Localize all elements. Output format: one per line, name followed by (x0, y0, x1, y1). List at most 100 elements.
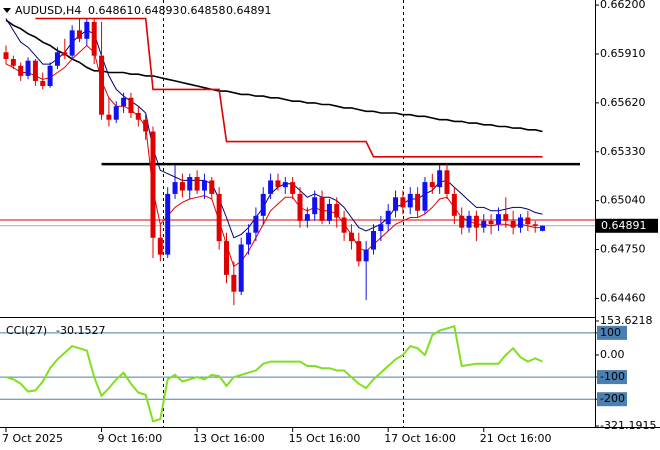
x-tick-label: 15 Oct 16:00 (289, 432, 361, 445)
candle-body (10, 59, 16, 66)
cci-level-box (597, 392, 627, 407)
last-price-label: 0.64891 (601, 219, 647, 232)
candle-body (194, 177, 200, 191)
candle-body (290, 182, 296, 194)
cci-current: -30.1527 (56, 324, 105, 337)
y-tick-label: 0.66200 (600, 0, 646, 11)
x-tick-label: 21 Oct 16:00 (480, 432, 552, 445)
candle-body (165, 193, 171, 255)
candle-body (201, 180, 207, 191)
candle-body (121, 97, 127, 107)
header-value: 0.64861 (88, 4, 134, 17)
candle-body (99, 55, 105, 115)
x-tick-label: 17 Oct 16:00 (384, 432, 456, 445)
candle-body (422, 182, 428, 211)
candle-body (246, 232, 252, 245)
candle-body (407, 193, 413, 208)
candle-body (319, 197, 325, 221)
candle-body (356, 241, 362, 262)
y-tick-label: 0.65040 (600, 194, 646, 207)
candle-body (113, 106, 119, 120)
candle-body (238, 244, 244, 292)
candle-body (415, 193, 421, 211)
candle-body (179, 182, 185, 191)
header-value: 0.64891 (226, 4, 272, 17)
candle-body (18, 65, 24, 76)
candle-body (91, 21, 97, 56)
symbol-marker (3, 8, 11, 13)
cci-y-tick-label: 153.6218 (600, 314, 653, 327)
candle-body (304, 214, 310, 221)
candle-body (128, 97, 134, 113)
candle-body (187, 177, 193, 191)
candle-body (143, 119, 149, 132)
header-value: 0.64893 (134, 4, 180, 17)
candle-body (385, 210, 391, 225)
candle-body (231, 274, 237, 292)
candle-body (135, 112, 141, 120)
candle-body (3, 52, 9, 60)
candle-body (525, 217, 531, 225)
candle-body (451, 193, 457, 216)
candle-body (224, 241, 229, 275)
candle-body (172, 182, 178, 194)
candle-body (393, 197, 399, 211)
candle-body (275, 180, 281, 188)
candle-body (503, 214, 509, 221)
candle-body (54, 52, 60, 66)
x-tick-label: 13 Oct 16:00 (193, 432, 265, 445)
y-tick-label: 0.65620 (600, 96, 646, 109)
candle-body (150, 131, 156, 238)
candle-body (106, 114, 112, 120)
candle-body (84, 21, 90, 39)
y-tick-label: 0.64460 (600, 291, 646, 304)
candle-body (429, 182, 435, 188)
candle-body (459, 215, 465, 228)
candle-body (532, 224, 538, 226)
candle-body (312, 197, 318, 215)
candle-body (363, 249, 369, 262)
candle-body (466, 215, 472, 228)
candle-body (47, 65, 53, 86)
cci-y-tick-label: -200 (600, 392, 625, 405)
cci-line (5, 324, 543, 423)
header-value: 0.64858 (180, 4, 226, 17)
candle-body (348, 232, 354, 242)
candle-body (157, 237, 163, 255)
candle-body (488, 220, 494, 225)
candle-body (62, 52, 68, 56)
candle-body (437, 170, 443, 188)
last-price-box (596, 218, 658, 233)
candle-body (518, 217, 523, 228)
y-tick-label: 0.64750 (600, 243, 646, 256)
symbol: AUDUSD,H4 (15, 4, 81, 17)
cci-y-tick-label: 0.00 (600, 348, 625, 361)
cci-level-box (597, 325, 627, 340)
candle-body (268, 180, 274, 194)
y-tick-label: 0.65330 (600, 145, 646, 158)
overlay-line (35, 17, 543, 158)
candle-body (334, 204, 340, 218)
candle-body (282, 182, 288, 188)
candle-body (510, 220, 516, 228)
cci-y-tick-label: -321.1915 (600, 419, 656, 432)
candle-body (378, 224, 384, 232)
candle-body (481, 220, 487, 228)
candle-body (400, 197, 406, 208)
candle-body (495, 214, 501, 225)
candle-body (540, 225, 546, 231)
cci-label: CCI(27) (6, 324, 47, 337)
x-tick-label: 7 Oct 2025 (2, 432, 63, 445)
candle-body (25, 60, 31, 76)
candle-body (473, 215, 479, 228)
candle-body (40, 80, 46, 86)
candle-body (326, 204, 332, 221)
candle-body (32, 60, 38, 81)
candle-body (371, 231, 376, 250)
candle-body (216, 193, 222, 242)
overlay-line (5, 19, 543, 133)
candle-body (77, 30, 82, 39)
y-tick-label: 0.65910 (600, 47, 646, 60)
